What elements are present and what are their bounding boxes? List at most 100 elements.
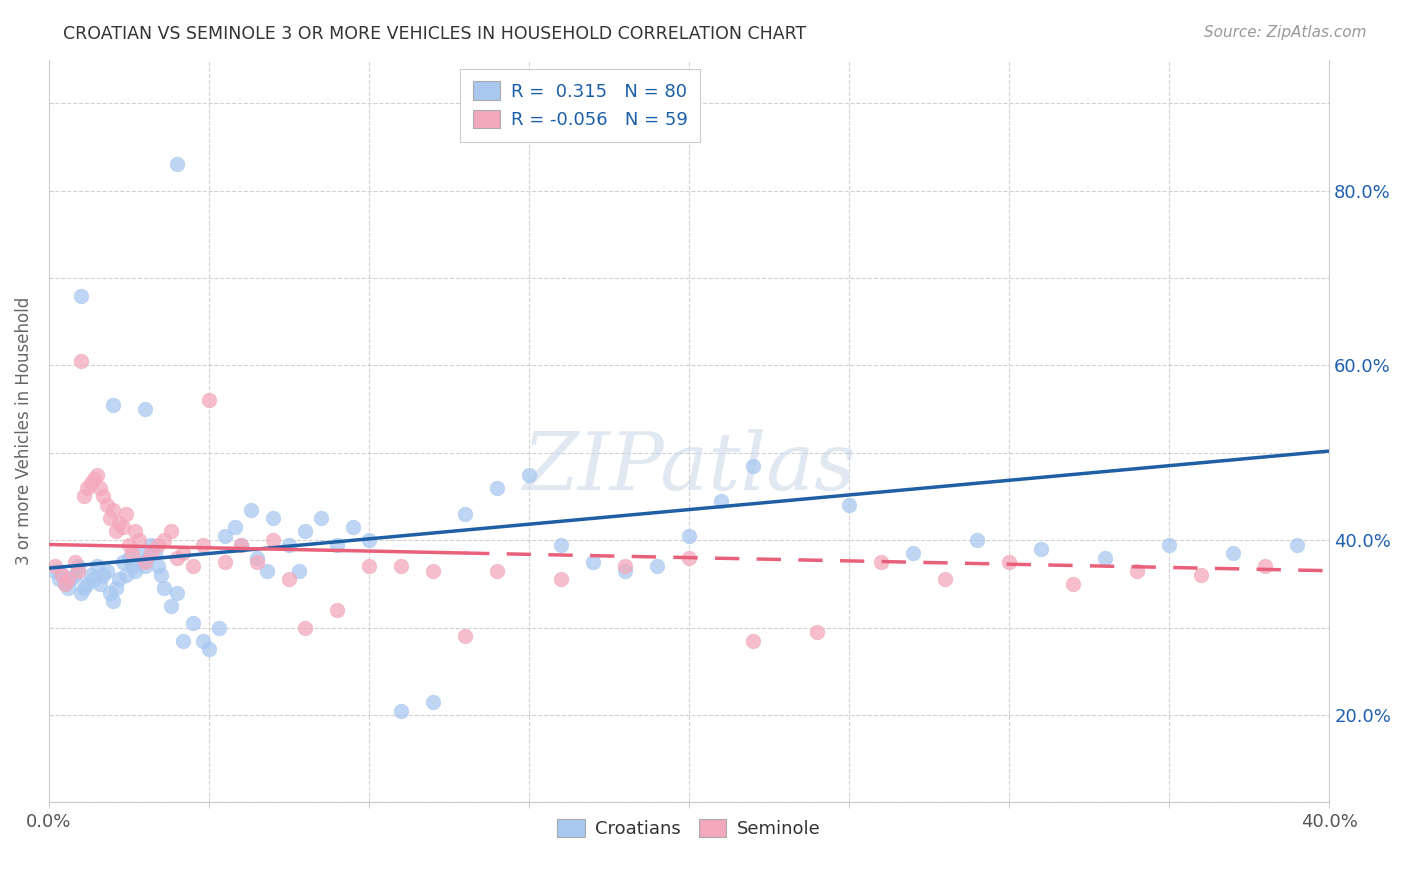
Y-axis label: 3 or more Vehicles in Household: 3 or more Vehicles in Household bbox=[15, 297, 32, 565]
Point bbox=[1094, 550, 1116, 565]
Point bbox=[224, 520, 246, 534]
Point bbox=[614, 559, 637, 574]
Point bbox=[172, 633, 194, 648]
Point bbox=[134, 555, 156, 569]
Point bbox=[181, 559, 204, 574]
Point bbox=[98, 511, 121, 525]
Point bbox=[89, 481, 111, 495]
Point bbox=[89, 577, 111, 591]
Point bbox=[141, 546, 163, 560]
Point bbox=[134, 559, 156, 574]
Point bbox=[582, 555, 605, 569]
Point bbox=[191, 537, 214, 551]
Point bbox=[645, 559, 668, 574]
Point bbox=[136, 550, 159, 565]
Point bbox=[124, 524, 146, 539]
Point bbox=[198, 642, 221, 657]
Point bbox=[1189, 568, 1212, 582]
Point bbox=[191, 633, 214, 648]
Point bbox=[79, 476, 101, 491]
Text: CROATIAN VS SEMINOLE 3 OR MORE VEHICLES IN HOUSEHOLD CORRELATION CHART: CROATIAN VS SEMINOLE 3 OR MORE VEHICLES … bbox=[63, 25, 807, 43]
Point bbox=[239, 502, 262, 516]
Point bbox=[44, 564, 66, 578]
Point bbox=[214, 555, 236, 569]
Point bbox=[166, 157, 188, 171]
Point bbox=[150, 568, 173, 582]
Point bbox=[66, 564, 89, 578]
Point bbox=[51, 568, 73, 582]
Point bbox=[146, 559, 169, 574]
Point bbox=[838, 498, 860, 512]
Point bbox=[83, 573, 105, 587]
Point bbox=[105, 524, 128, 539]
Point bbox=[550, 573, 572, 587]
Point bbox=[114, 507, 136, 521]
Point bbox=[357, 533, 380, 548]
Point bbox=[172, 546, 194, 560]
Point bbox=[118, 537, 141, 551]
Point bbox=[53, 577, 76, 591]
Point bbox=[108, 516, 131, 530]
Point bbox=[389, 559, 412, 574]
Point bbox=[166, 550, 188, 565]
Point bbox=[118, 550, 141, 565]
Point bbox=[111, 520, 134, 534]
Point bbox=[86, 559, 108, 574]
Point bbox=[1222, 546, 1244, 560]
Point bbox=[93, 490, 115, 504]
Point bbox=[108, 573, 131, 587]
Point bbox=[454, 507, 477, 521]
Point bbox=[1062, 577, 1084, 591]
Point bbox=[70, 288, 93, 302]
Point bbox=[1031, 541, 1053, 556]
Point bbox=[56, 573, 79, 587]
Point bbox=[256, 564, 278, 578]
Point bbox=[53, 577, 76, 591]
Point bbox=[207, 621, 229, 635]
Point bbox=[141, 537, 163, 551]
Point bbox=[66, 559, 89, 574]
Point bbox=[79, 568, 101, 582]
Point bbox=[70, 585, 93, 599]
Point bbox=[229, 537, 252, 551]
Point bbox=[159, 524, 181, 539]
Point bbox=[131, 555, 153, 569]
Point bbox=[966, 533, 988, 548]
Point bbox=[63, 568, 86, 582]
Point bbox=[128, 533, 150, 548]
Point bbox=[198, 393, 221, 408]
Point bbox=[934, 573, 956, 587]
Point bbox=[287, 564, 309, 578]
Point bbox=[105, 581, 128, 595]
Point bbox=[278, 537, 301, 551]
Point bbox=[56, 581, 79, 595]
Point bbox=[134, 402, 156, 417]
Point bbox=[101, 594, 124, 608]
Point bbox=[214, 529, 236, 543]
Point bbox=[86, 467, 108, 482]
Point bbox=[70, 354, 93, 368]
Point bbox=[614, 564, 637, 578]
Point bbox=[262, 511, 284, 525]
Point bbox=[93, 568, 115, 582]
Point bbox=[422, 695, 444, 709]
Point bbox=[143, 546, 166, 560]
Point bbox=[342, 520, 364, 534]
Point bbox=[357, 559, 380, 574]
Point bbox=[678, 529, 700, 543]
Point bbox=[229, 537, 252, 551]
Point bbox=[1126, 564, 1149, 578]
Point bbox=[294, 524, 316, 539]
Point bbox=[742, 633, 765, 648]
Point bbox=[101, 502, 124, 516]
Point bbox=[710, 493, 733, 508]
Point bbox=[901, 546, 924, 560]
Point bbox=[96, 498, 118, 512]
Point bbox=[63, 555, 86, 569]
Point bbox=[48, 573, 70, 587]
Text: ZIPatlas: ZIPatlas bbox=[523, 429, 856, 507]
Point bbox=[294, 621, 316, 635]
Point bbox=[51, 568, 73, 582]
Point bbox=[1286, 537, 1309, 551]
Point bbox=[806, 624, 828, 639]
